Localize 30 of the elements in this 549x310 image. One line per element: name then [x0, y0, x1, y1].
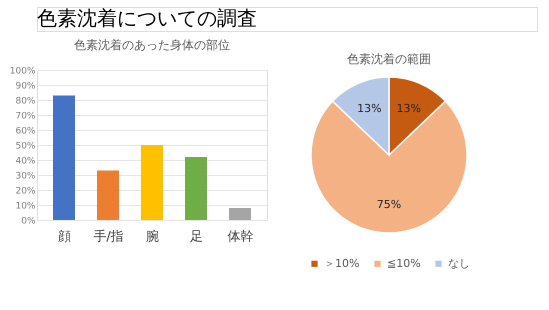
y-tick-label: 60%: [15, 126, 36, 136]
legend-label: ≦10%: [387, 256, 421, 270]
y-tick-label: 100%: [10, 66, 36, 76]
bar: [229, 208, 251, 220]
bar: [141, 145, 163, 220]
data-label: 13%: [396, 102, 421, 116]
x-tick-label: 腕: [146, 230, 159, 244]
y-tick-label: 70%: [15, 112, 36, 122]
bar: [185, 157, 207, 220]
y-tick-label: 90%: [15, 82, 36, 92]
y-tick-label: 80%: [15, 96, 36, 106]
x-tick-label: 手/指: [93, 230, 124, 244]
legend-label: ＞10%: [324, 256, 360, 270]
data-label: 75%: [376, 198, 402, 211]
text: 色素沈着についての調査: [37, 6, 257, 30]
chart-title: 色素沈着の範囲: [347, 52, 431, 66]
x-tick-label: 足: [190, 230, 203, 244]
x-tick-label: 顔: [58, 230, 71, 244]
chart-title: 色素沈着のあった身体の部位: [74, 38, 230, 52]
data-label: 13%: [357, 102, 382, 116]
y-tick-label: 20%: [15, 186, 36, 196]
x-tick-label: 体幹: [228, 230, 254, 244]
y-tick-label: 50%: [15, 142, 36, 152]
bar: [53, 96, 75, 220]
y-tick-label: 10%: [15, 202, 36, 212]
y-tick-label: 40%: [15, 156, 36, 166]
y-tick-label: 0%: [21, 216, 36, 226]
y-tick-label: 30%: [15, 172, 36, 182]
bar: [97, 170, 119, 220]
legend-label: なし: [448, 256, 470, 270]
